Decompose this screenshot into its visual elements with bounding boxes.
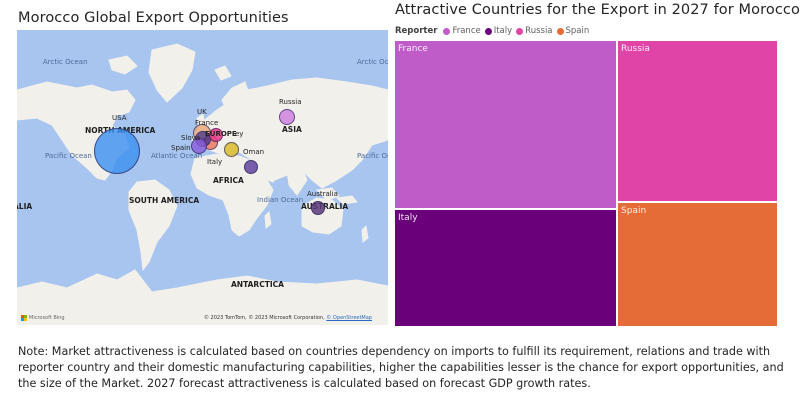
bubble-spain[interactable]	[191, 138, 207, 154]
continent-label-south-america: SOUTH AMERICA	[129, 196, 200, 205]
country-label-spain: Spain	[171, 144, 191, 152]
treemap-legend: Reporter France Italy Russia Spain	[395, 26, 589, 36]
legend-label: France	[452, 26, 481, 36]
bing-attribution: Microsoft Bing	[21, 315, 65, 321]
legend-item-spain[interactable]: Spain	[556, 26, 590, 36]
ocean-label-indian: Indian Ocean	[257, 196, 304, 204]
country-label-france: France	[195, 119, 219, 127]
bubble-usa[interactable]	[94, 128, 140, 174]
tile-label: Italy	[398, 213, 418, 223]
legend-item-france[interactable]: France	[443, 26, 481, 36]
tile-label: France	[398, 44, 428, 54]
bubble-oman[interactable]	[224, 142, 239, 157]
tile-label: Russia	[621, 44, 650, 54]
country-label-italy: Italy	[207, 158, 223, 166]
microsoft-logo-icon	[21, 315, 27, 321]
treemap-tile-france[interactable]: France	[394, 40, 617, 209]
ocean-label-arctic-left: Arctic Ocean	[43, 58, 88, 66]
legend-label: Italy	[493, 26, 513, 36]
legend-label: Spain	[565, 26, 590, 36]
legend-dot-icon	[516, 27, 524, 35]
map-copyright: © 2023 TomTom, © 2023 Microsoft Corporat…	[204, 315, 372, 321]
legend-title: Reporter	[395, 26, 438, 36]
treemap-tile-russia[interactable]: Russia	[617, 40, 778, 202]
country-label-turkey: ey	[235, 130, 244, 138]
country-label-oman: Oman	[243, 148, 265, 156]
continent-label-asia: ASIA	[282, 125, 302, 134]
bing-label: Microsoft Bing	[29, 315, 65, 321]
world-landmass	[17, 43, 388, 325]
ocean-label-pacific-left: Pacific Ocean	[45, 152, 92, 160]
bubble-turkey[interactable]	[209, 128, 223, 142]
country-label-usa: USA	[112, 114, 127, 122]
country-label-australia: Australia	[307, 190, 338, 198]
legend-label: Russia	[525, 26, 553, 36]
ocean-label-pacific-right: Pacific Ocean	[357, 152, 388, 160]
bubble-australia[interactable]	[311, 201, 325, 215]
methodology-note: Note: Market attractiveness is calculate…	[18, 345, 784, 390]
legend-item-italy[interactable]: Italy	[484, 26, 513, 36]
bubble-russia[interactable]	[279, 109, 295, 125]
legend-dot-icon	[556, 27, 564, 35]
copyright-text: © 2023 TomTom, © 2023 Microsoft Corporat…	[203, 315, 325, 321]
legend-dot-icon	[484, 27, 492, 35]
country-label-uk: UK	[197, 108, 207, 116]
country-label-slovakia: Slova	[181, 134, 201, 142]
continent-label-europe: EUROPE	[205, 130, 237, 138]
openstreetmap-link[interactable]: © OpenStreetMap	[326, 315, 372, 321]
ocean-label-arctic-right: Arctic Ocean	[357, 58, 388, 66]
map-title: Morocco Global Export Opportunities	[18, 10, 289, 26]
legend-dot-icon	[443, 27, 451, 35]
treemap-tile-spain[interactable]: Spain	[617, 202, 778, 327]
bubble-map[interactable]: Arctic Ocean Arctic Ocean Pacific Ocean …	[17, 30, 388, 325]
continent-label-africa: AFRICA	[213, 176, 244, 185]
tile-label: Spain	[621, 206, 647, 216]
treemap: France Italy Russia Spain	[394, 40, 778, 327]
ocean-label-atlantic: Atlantic Ocean	[151, 152, 203, 160]
treemap-tile-italy[interactable]: Italy	[394, 209, 617, 327]
continent-label-antarctica: ANTARCTICA	[231, 280, 284, 289]
country-label-russia: Russia	[279, 98, 302, 106]
treemap-title: Attractive Countries for the Export in 2…	[395, 2, 800, 18]
bubble-saudi-arabia[interactable]	[244, 160, 258, 174]
legend-item-russia[interactable]: Russia	[516, 26, 553, 36]
